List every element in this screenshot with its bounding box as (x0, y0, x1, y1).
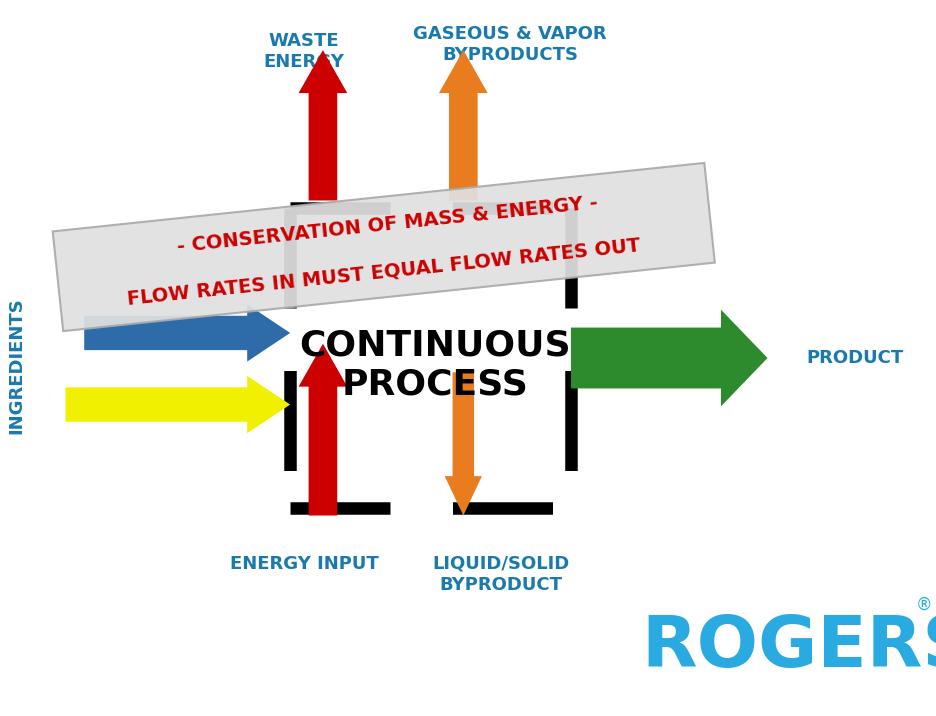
Text: LIQUID/SOLID
BYPRODUCT: LIQUID/SOLID BYPRODUCT (432, 555, 569, 594)
Text: - CONSERVATION OF MASS & ENERGY -: - CONSERVATION OF MASS & ENERGY - (169, 193, 598, 258)
Text: ROGERS: ROGERS (641, 614, 936, 682)
Polygon shape (299, 344, 347, 516)
Text: CONTINUOUS
PROCESS: CONTINUOUS PROCESS (300, 329, 571, 402)
Polygon shape (66, 376, 290, 433)
Polygon shape (299, 50, 347, 200)
Text: PRODUCT: PRODUCT (807, 349, 904, 367)
Text: GASEOUS & VAPOR
BYPRODUCTS: GASEOUS & VAPOR BYPRODUCTS (414, 25, 607, 64)
Polygon shape (439, 50, 488, 200)
Text: WASTE
ENERGY: WASTE ENERGY (264, 32, 344, 71)
Text: INGREDIENTS: INGREDIENTS (7, 297, 26, 433)
Polygon shape (52, 163, 715, 331)
Text: ®: ® (915, 596, 932, 614)
Polygon shape (571, 309, 768, 406)
Text: FLOW RATES IN MUST EQUAL FLOW RATES OUT: FLOW RATES IN MUST EQUAL FLOW RATES OUT (126, 236, 641, 309)
Polygon shape (84, 304, 290, 362)
Polygon shape (445, 372, 482, 516)
Text: ENERGY INPUT: ENERGY INPUT (230, 555, 378, 573)
